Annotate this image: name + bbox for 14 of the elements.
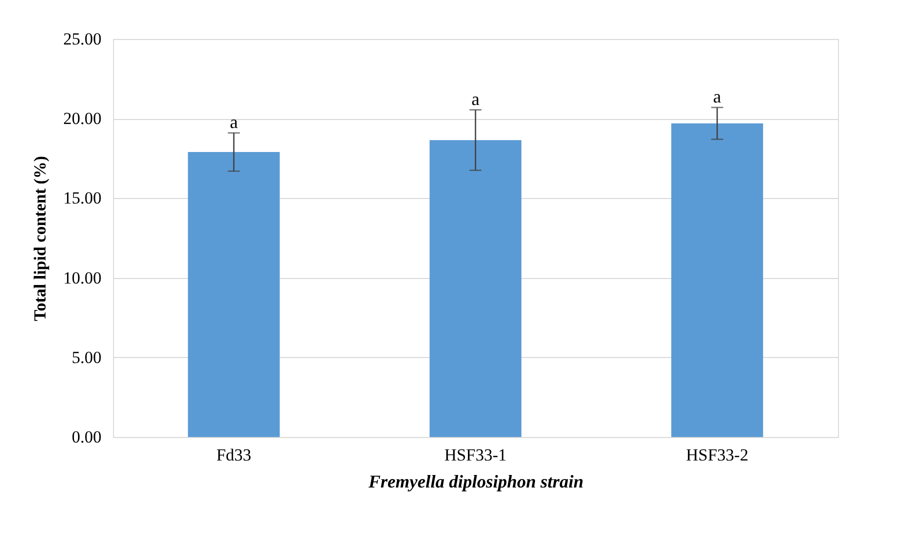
annotation: a bbox=[230, 112, 238, 132]
y-tick-label: 10.00 bbox=[63, 268, 102, 288]
y-tick-label: 25.00 bbox=[63, 30, 102, 48]
y-tick-label: 5.00 bbox=[72, 348, 102, 367]
y-tick-label: 15.00 bbox=[63, 188, 102, 208]
x-tick-label: HSF33-2 bbox=[686, 446, 748, 464]
x-tick-label: Fd33 bbox=[216, 446, 252, 464]
x-axis-title: Fremyella diplosiphon strain bbox=[367, 472, 584, 492]
y-axis-title: Total lipid content (%) bbox=[30, 156, 50, 322]
y-tick-label: 0.00 bbox=[72, 428, 102, 446]
x-tick-label: HSF33-1 bbox=[444, 446, 507, 464]
annotation: a bbox=[713, 86, 722, 106]
y-tick-label: 20.00 bbox=[63, 109, 102, 128]
annotation: a bbox=[472, 88, 480, 109]
